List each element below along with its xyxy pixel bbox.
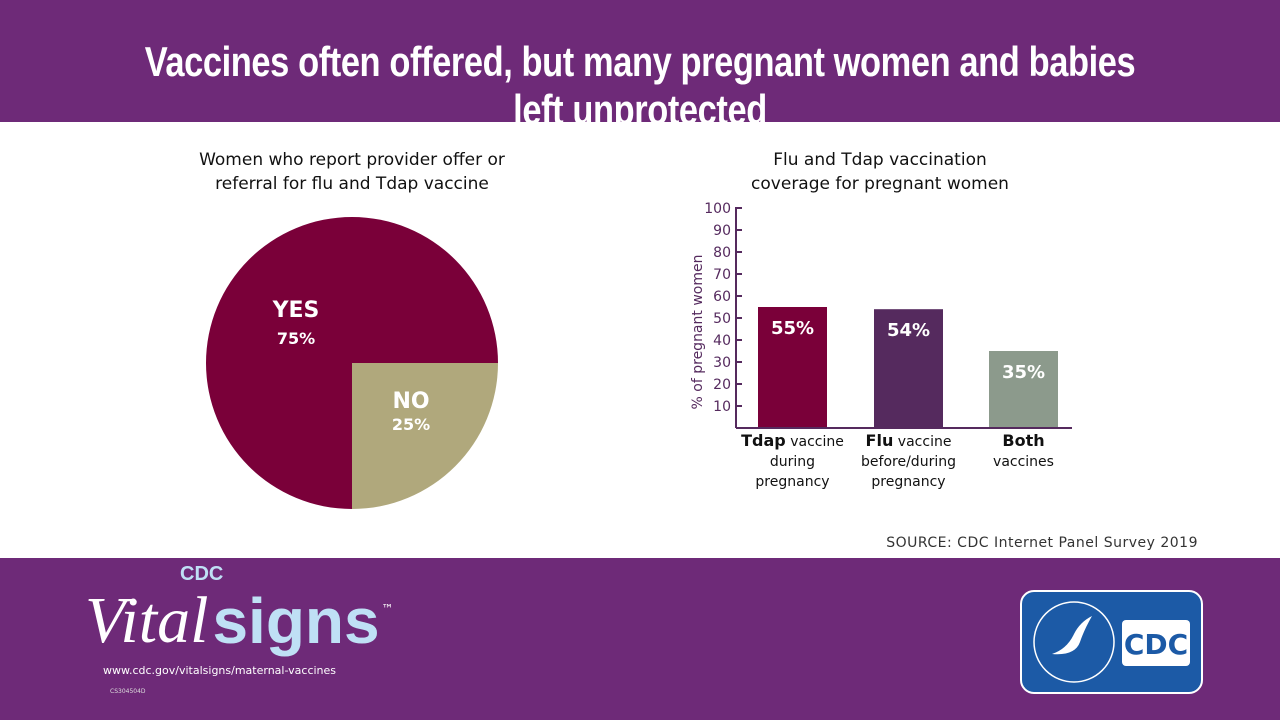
- category-label-line: during: [770, 454, 815, 470]
- hhs-eagle-icon: CDC: [1033, 601, 1190, 683]
- y-tick-label: 30: [713, 355, 731, 371]
- y-tick-label: 40: [713, 333, 731, 349]
- pie-title-line: referral for flu and Tdap vaccine: [215, 174, 489, 194]
- y-tick-label: 70: [713, 267, 731, 283]
- y-axis-label: % of pregnant women: [690, 255, 706, 410]
- vitalsigns-logo: Vital signs ™: [85, 584, 394, 657]
- bar-title: Flu and Tdap vaccination coverage for pr…: [680, 148, 1080, 196]
- pie-slice-no: [352, 363, 498, 509]
- bar-value-label: 54%: [887, 320, 930, 341]
- page-title: Vaccines often offered, but many pregnan…: [144, 38, 1136, 133]
- source-note: SOURCE: CDC Internet Panel Survey 2019: [886, 535, 1198, 551]
- category-label-line: before/during: [861, 454, 956, 470]
- bar: [758, 307, 827, 428]
- pie-value-no: 25%: [392, 415, 430, 434]
- trademark: ™: [381, 602, 394, 616]
- pie-title: Women who report provider offer or refer…: [152, 148, 552, 196]
- bar-title-line: coverage for pregnant women: [751, 174, 1009, 194]
- logo-signs: signs: [212, 585, 380, 657]
- y-tick-label: 90: [713, 223, 731, 239]
- logo-cdc-text: CDC: [1124, 628, 1188, 661]
- category-label: Both: [1002, 431, 1044, 450]
- bar: [874, 309, 943, 428]
- pie-label-no: NO: [392, 389, 429, 414]
- y-tick-label: 20: [713, 377, 731, 393]
- category-label-line: vaccines: [993, 454, 1054, 470]
- bar-title-line: Flu and Tdap vaccination: [773, 150, 987, 170]
- category-label-line: pregnancy: [755, 474, 829, 490]
- url-link[interactable]: www.cdc.gov/vitalsigns/maternal-vaccines: [103, 664, 337, 677]
- y-tick-label: 10: [713, 399, 731, 415]
- y-tick-label: 80: [713, 245, 731, 261]
- pie-title-line: Women who report provider offer or: [199, 150, 505, 170]
- pie-value-yes: 75%: [277, 329, 315, 348]
- category-label: Flu vaccine: [866, 431, 952, 450]
- y-tick-label: 100: [704, 201, 731, 217]
- category-label: Tdap vaccine: [741, 431, 844, 450]
- y-tick-label: 50: [713, 311, 731, 327]
- bar: [989, 351, 1058, 428]
- logo-cdc-small: CDC: [180, 563, 224, 585]
- bar-value-label: 55%: [771, 318, 814, 339]
- hhs-cdc-logo: CDC: [1020, 590, 1203, 694]
- pie-label-yes: YES: [272, 298, 320, 323]
- bar-value-label: 35%: [1002, 362, 1045, 383]
- category-label-line: pregnancy: [871, 474, 945, 490]
- header-banner: [0, 0, 1280, 122]
- document-code: CS304504D: [110, 688, 146, 695]
- logo-vital: Vital: [85, 584, 209, 657]
- y-tick-label: 60: [713, 289, 731, 305]
